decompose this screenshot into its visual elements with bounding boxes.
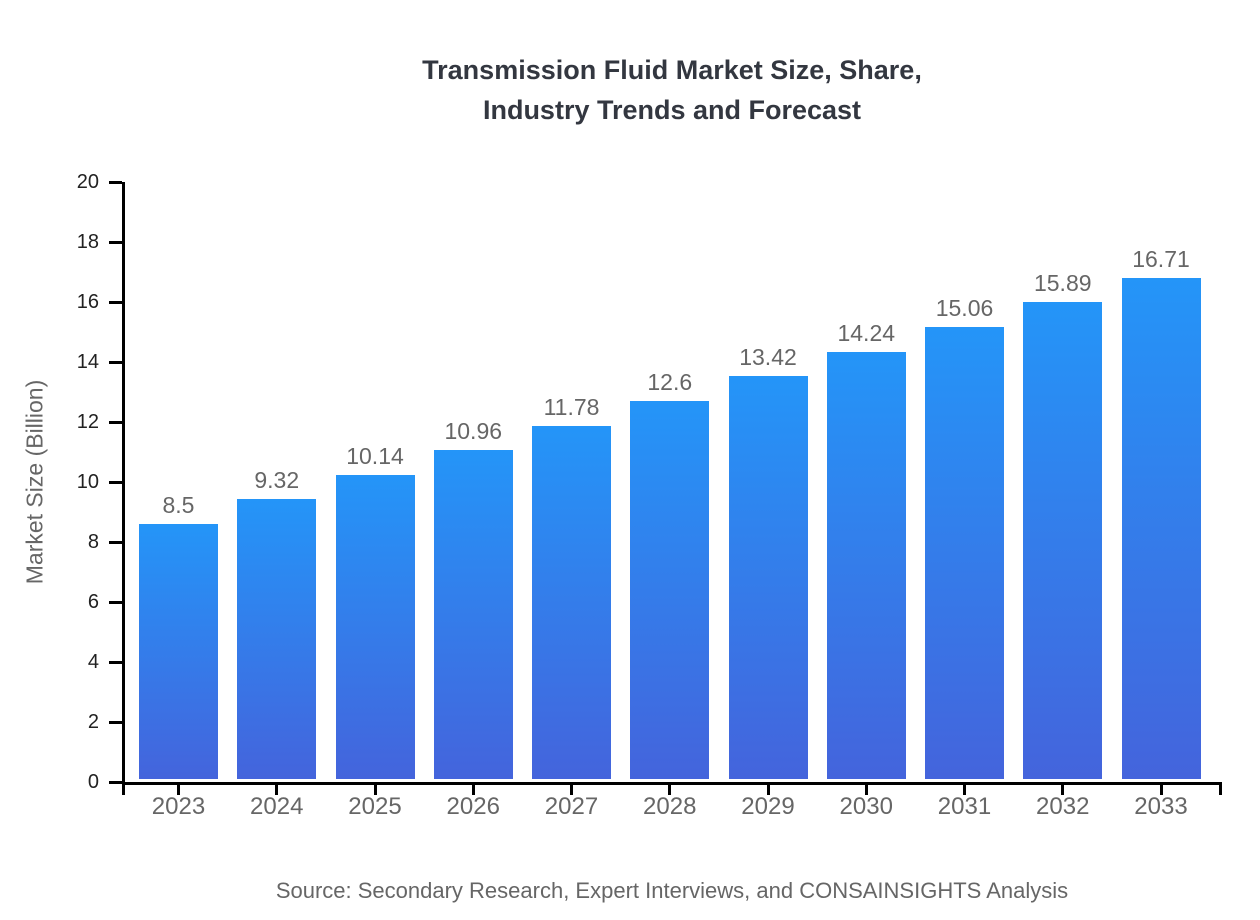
y-tick-label: 4 — [87, 651, 99, 673]
chart-title-line2: Industry Trends and Forecast — [482, 95, 862, 125]
x-tick-mark — [177, 782, 180, 795]
bar-value-label: 14.24 — [837, 319, 896, 346]
y-tick-label: 2 — [87, 711, 99, 733]
chart-title: Transmission Fluid Market Size, Share, I… — [122, 50, 1222, 130]
bar — [237, 499, 317, 779]
y-tick-mark — [109, 480, 122, 484]
x-tick-mark — [668, 782, 672, 795]
y-tick-label: 0 — [87, 771, 99, 793]
x-tick-label: 2032 — [1036, 793, 1090, 820]
y-tick-mark — [109, 240, 122, 244]
x-tick-mark — [373, 782, 377, 795]
x-tick-mark — [1219, 782, 1222, 795]
y-tick-label: 14 — [76, 351, 99, 373]
x-tick-label: 2033 — [1134, 793, 1188, 820]
x-axis-line — [122, 782, 1222, 785]
y-tick-mark — [109, 540, 122, 544]
y-tick-mark — [109, 720, 122, 724]
bar-value-label: 13.42 — [739, 344, 797, 371]
x-tick-mark — [1061, 782, 1065, 795]
bar — [1023, 302, 1103, 779]
x-tick-label: 2023 — [151, 793, 206, 820]
bar-value-label: 8.5 — [162, 492, 195, 518]
x-tick-label: 2031 — [937, 793, 992, 820]
bar-value-label: 11.78 — [543, 393, 600, 420]
bar — [139, 524, 218, 779]
bar — [433, 450, 513, 779]
x-tick-mark — [570, 782, 573, 795]
bar-value-label: 10.14 — [346, 442, 404, 469]
bar — [826, 351, 906, 779]
y-tick-label: 6 — [87, 591, 99, 613]
y-tick-label: 12 — [76, 411, 99, 433]
y-tick-mark — [109, 780, 122, 784]
y-tick-mark — [109, 300, 122, 304]
y-tick-label: 10 — [76, 471, 99, 493]
x-tick-label: 2027 — [544, 793, 599, 820]
x-tick-label: 2030 — [839, 793, 893, 820]
y-tick-mark — [109, 600, 122, 604]
y-tick-mark — [109, 360, 122, 364]
bar — [925, 327, 1004, 779]
y-axis-line — [122, 182, 125, 795]
x-tick-label: 2028 — [643, 793, 697, 820]
x-tick-mark — [766, 782, 770, 795]
chart-title-line1: Transmission Fluid Market Size, Share, — [422, 55, 922, 85]
bar — [630, 401, 710, 779]
x-tick-label: 2026 — [446, 793, 500, 820]
y-tick-label: 16 — [76, 291, 99, 313]
x-tick-mark — [1159, 782, 1163, 795]
y-tick-mark — [109, 660, 122, 664]
source-note: Source: Secondary Research, Expert Inter… — [275, 878, 1069, 903]
x-tick-mark — [275, 782, 279, 795]
y-tick-label: 18 — [76, 231, 99, 253]
bar — [335, 474, 415, 779]
x-tick-label: 2024 — [250, 793, 304, 820]
y-tick-label: 20 — [76, 171, 99, 193]
bar — [532, 425, 611, 779]
y-tick-label: 8 — [87, 531, 99, 553]
bar — [1121, 277, 1201, 779]
bar — [728, 376, 808, 779]
y-tick-mark — [109, 180, 122, 184]
y-tick-mark — [109, 420, 122, 424]
x-tick-label: 2029 — [741, 793, 795, 820]
bar-value-label: 12.6 — [647, 369, 693, 395]
bar-value-label: 16.71 — [1132, 245, 1190, 272]
plot-area: 0 2 4 6 8 10 12 14 16 18 20 8.5 2023 9.32 2024 10.14 202… — [77, 171, 1222, 820]
bar-value-label: 10.96 — [444, 418, 503, 445]
x-tick-label: 2025 — [348, 793, 402, 820]
x-tick-mark — [471, 782, 475, 795]
x-tick-mark — [963, 782, 966, 795]
x-tick-mark — [864, 782, 868, 795]
bar-value-label: 9.32 — [254, 467, 300, 494]
bar-value-label: 15.06 — [935, 295, 994, 322]
bar-value-label: 15.89 — [1033, 270, 1092, 297]
